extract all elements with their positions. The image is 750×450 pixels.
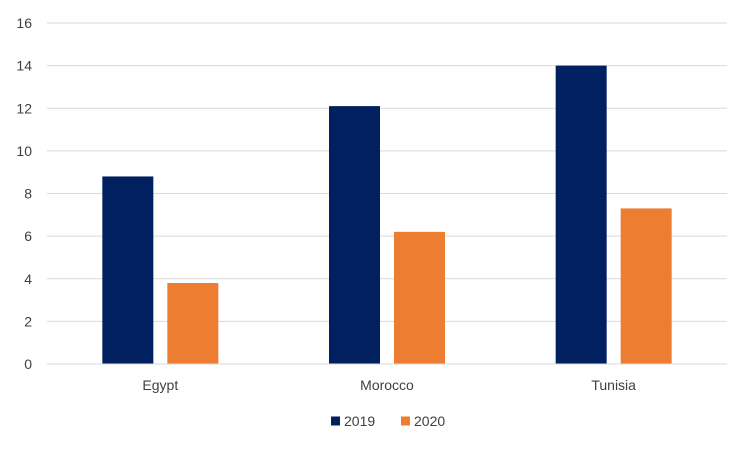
y-tick-label-0: 0 [24,356,32,372]
legend-label-2019: 2019 [344,413,375,429]
y-tick-label-10: 10 [16,143,32,159]
x-tick-label-morocco: Morocco [360,377,414,393]
bar-tunisia-2020 [620,208,672,364]
x-tick-label-egypt: Egypt [142,377,178,393]
bars [102,65,672,365]
legend: 2019 2020 [331,413,445,429]
legend-item-2020: 2020 [401,413,445,429]
y-tick-label-6: 6 [24,228,32,244]
bar-morocco-2019 [329,106,380,365]
bar-egypt-2019 [102,176,154,364]
bar-egypt-2020 [167,283,219,364]
x-tick-label-tunisia: Tunisia [591,377,636,393]
legend-item-2019: 2019 [331,413,375,429]
y-tick-label-2: 2 [24,313,32,329]
y-tick-label-12: 12 [16,100,32,116]
legend-swatch-2019 [331,416,340,426]
axes: 0 2 4 6 8 10 12 14 16 Egypt Morocco Tunisia [16,15,727,393]
bar-tunisia-2019 [555,65,607,364]
bar-morocco-2020 [394,231,445,364]
gridlines [47,22,727,322]
y-tick-label-4: 4 [24,271,32,287]
legend-label-2020: 2020 [414,413,445,429]
y-tick-label-14: 14 [16,58,32,74]
y-tick-label-8: 8 [24,186,32,202]
legend-swatch-2020 [401,416,410,426]
y-tick-label-16: 16 [16,15,32,31]
